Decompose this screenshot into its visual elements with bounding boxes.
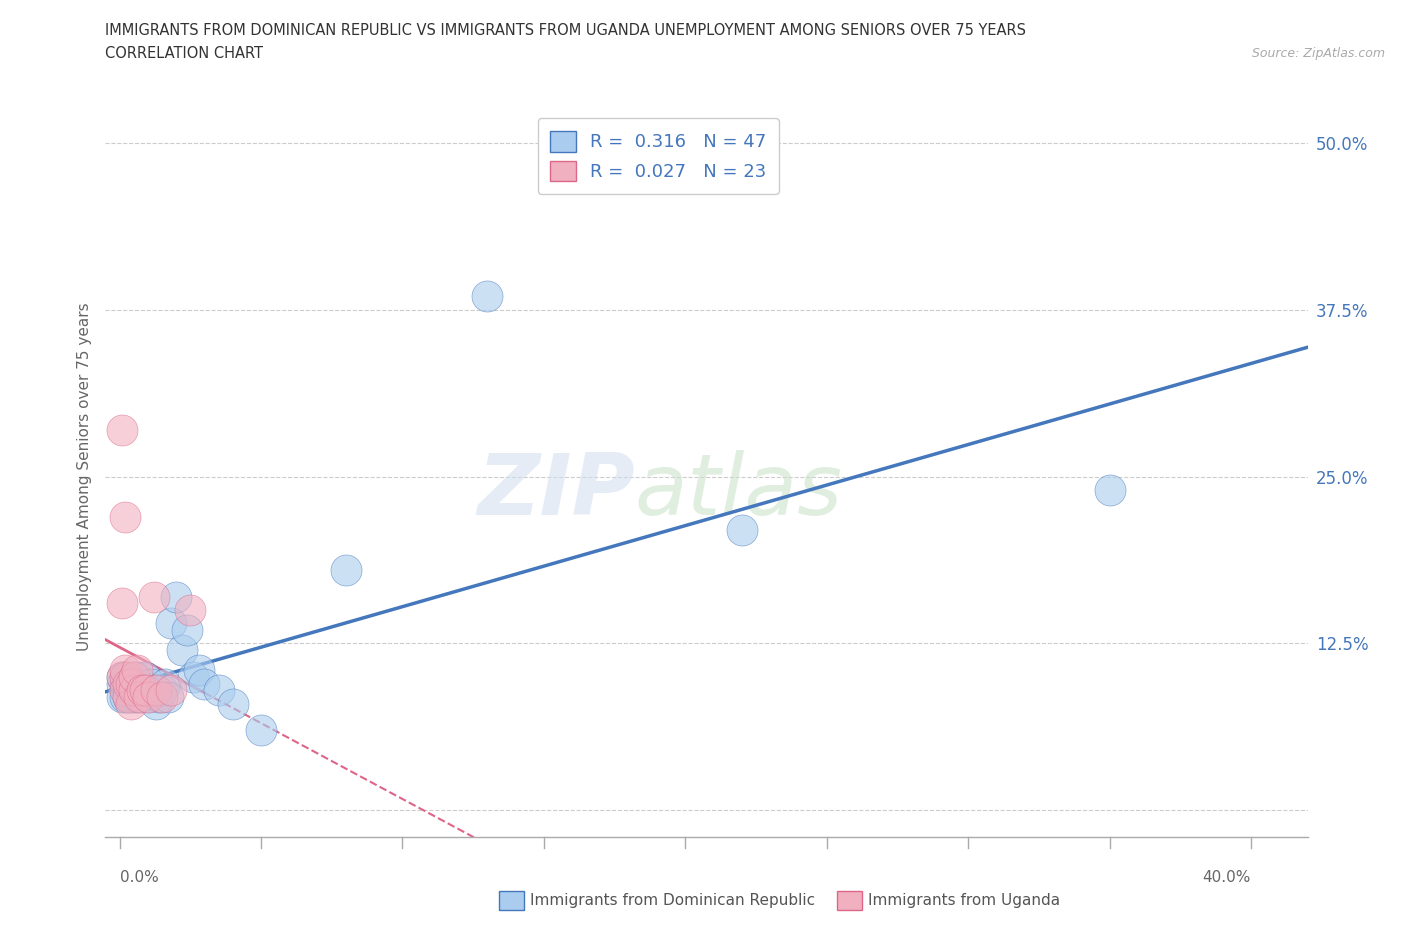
- Point: [117, 676, 139, 691]
- Point: [125, 663, 148, 678]
- Point: [117, 689, 139, 704]
- Point: [193, 676, 215, 691]
- Point: [111, 422, 134, 437]
- Text: 0.0%: 0.0%: [120, 870, 159, 885]
- Point: [114, 510, 136, 525]
- Point: [111, 596, 134, 611]
- Point: [131, 689, 153, 704]
- Point: [335, 563, 357, 578]
- Point: [142, 683, 165, 698]
- Point: [207, 683, 229, 698]
- Point: [111, 670, 134, 684]
- Point: [120, 676, 142, 691]
- Point: [114, 689, 136, 704]
- Point: [156, 689, 179, 704]
- Point: [134, 670, 156, 684]
- Point: [120, 676, 142, 691]
- Point: [153, 676, 176, 691]
- Point: [111, 670, 134, 684]
- Point: [731, 523, 754, 538]
- Point: [477, 289, 499, 304]
- Point: [134, 683, 156, 698]
- Point: [136, 689, 159, 704]
- Point: [111, 676, 134, 691]
- Point: [150, 683, 173, 698]
- Legend: R =  0.316   N = 47, R =  0.027   N = 23: R = 0.316 N = 47, R = 0.027 N = 23: [538, 118, 779, 194]
- Point: [131, 683, 153, 698]
- Text: Immigrants from Uganda: Immigrants from Uganda: [868, 893, 1060, 908]
- Point: [134, 683, 156, 698]
- Text: ZIP: ZIP: [477, 449, 634, 533]
- Point: [128, 689, 150, 704]
- Point: [145, 683, 167, 698]
- Point: [170, 643, 193, 658]
- Point: [131, 676, 153, 691]
- Point: [122, 683, 145, 698]
- Point: [181, 670, 204, 684]
- Point: [148, 689, 170, 704]
- Point: [122, 676, 145, 691]
- Point: [114, 663, 136, 678]
- Text: Immigrants from Dominican Republic: Immigrants from Dominican Republic: [530, 893, 815, 908]
- Point: [120, 689, 142, 704]
- Point: [122, 689, 145, 704]
- Point: [159, 616, 181, 631]
- Point: [114, 676, 136, 691]
- Text: IMMIGRANTS FROM DOMINICAN REPUBLIC VS IMMIGRANTS FROM UGANDA UNEMPLOYMENT AMONG : IMMIGRANTS FROM DOMINICAN REPUBLIC VS IM…: [105, 23, 1026, 38]
- Point: [222, 696, 245, 711]
- Point: [125, 689, 148, 704]
- Point: [165, 590, 187, 604]
- Point: [117, 689, 139, 704]
- Point: [187, 663, 209, 678]
- Text: Source: ZipAtlas.com: Source: ZipAtlas.com: [1251, 46, 1385, 60]
- Point: [139, 676, 162, 691]
- Point: [117, 683, 139, 698]
- Point: [114, 670, 136, 684]
- Point: [114, 670, 136, 684]
- Point: [117, 670, 139, 684]
- Point: [136, 683, 159, 698]
- Point: [122, 683, 145, 698]
- Point: [179, 603, 201, 618]
- Point: [128, 683, 150, 698]
- Text: CORRELATION CHART: CORRELATION CHART: [105, 46, 263, 61]
- Point: [145, 696, 167, 711]
- Point: [142, 590, 165, 604]
- Point: [250, 723, 273, 737]
- Point: [150, 689, 173, 704]
- Point: [128, 676, 150, 691]
- Point: [120, 696, 142, 711]
- Point: [176, 623, 198, 638]
- Point: [122, 670, 145, 684]
- Point: [117, 676, 139, 691]
- Point: [120, 683, 142, 698]
- Point: [114, 683, 136, 698]
- Text: 40.0%: 40.0%: [1202, 870, 1251, 885]
- Text: atlas: atlas: [634, 449, 842, 533]
- Point: [159, 683, 181, 698]
- Y-axis label: Unemployment Among Seniors over 75 years: Unemployment Among Seniors over 75 years: [76, 302, 91, 651]
- Point: [1098, 483, 1121, 498]
- Point: [125, 670, 148, 684]
- Point: [136, 689, 159, 704]
- Point: [111, 689, 134, 704]
